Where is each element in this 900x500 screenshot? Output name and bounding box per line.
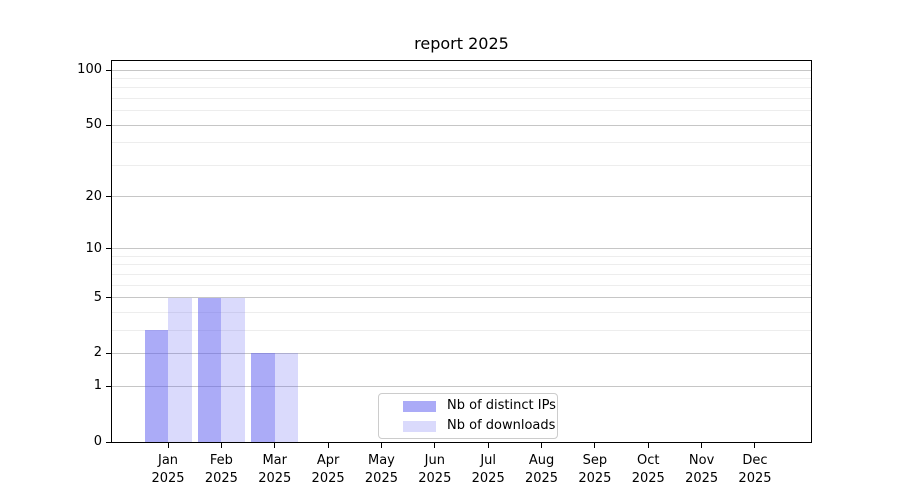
x-tick-year: 2025 bbox=[258, 471, 292, 486]
y-gridline-major bbox=[112, 385, 811, 387]
y-gridline-major bbox=[112, 69, 811, 71]
x-tick-label: May 2025 bbox=[346, 452, 416, 488]
x-tick-year: 2025 bbox=[578, 471, 612, 486]
y-tick-label: 5 bbox=[93, 289, 102, 305]
legend-item: Nb of distinct IPs bbox=[403, 396, 557, 416]
x-tick bbox=[754, 443, 756, 448]
x-tick-year: 2025 bbox=[151, 471, 185, 486]
chart-title: report 2025 bbox=[414, 34, 509, 53]
x-tick bbox=[327, 443, 329, 448]
x-tick-label: Jan 2025 bbox=[133, 452, 203, 488]
y-gridline-minor bbox=[112, 164, 811, 166]
y-tick bbox=[106, 352, 111, 354]
plot-area: Nb of distinct IPs Nb of downloads bbox=[111, 60, 812, 443]
y-tick-label: 100 bbox=[77, 62, 102, 77]
y-gridline-minor bbox=[112, 110, 811, 112]
x-tick-label: Jul 2025 bbox=[453, 452, 523, 488]
y-gridline-major bbox=[112, 248, 811, 250]
y-tick bbox=[106, 385, 111, 387]
bar-jan-2025-s0 bbox=[144, 330, 169, 442]
x-tick bbox=[274, 443, 276, 448]
x-tick-year: 2025 bbox=[685, 471, 719, 486]
x-tick-month: May bbox=[368, 453, 395, 468]
x-tick-label: Sep 2025 bbox=[560, 452, 630, 488]
x-tick-year: 2025 bbox=[631, 471, 665, 486]
x-tick-month: Sep bbox=[582, 453, 608, 468]
y-tick-label: 50 bbox=[85, 117, 102, 133]
x-tick-month: Nov bbox=[688, 453, 715, 468]
y-tick bbox=[106, 441, 111, 443]
y-tick bbox=[106, 124, 111, 126]
y-tick bbox=[106, 69, 111, 71]
y-tick-label: 10 bbox=[85, 240, 102, 256]
y-gridline-minor bbox=[112, 142, 811, 144]
x-tick bbox=[487, 443, 489, 448]
x-tick bbox=[380, 443, 382, 448]
y-tick bbox=[106, 196, 111, 198]
x-tick bbox=[220, 443, 222, 448]
x-tick-month: Mar bbox=[262, 453, 287, 468]
x-tick-label: Aug 2025 bbox=[507, 452, 577, 488]
x-tick-month: Feb bbox=[209, 453, 233, 468]
legend-item: Nb of downloads bbox=[403, 416, 557, 436]
y-gridline-minor bbox=[112, 311, 811, 313]
legend-swatch bbox=[403, 420, 436, 432]
bar-mar-2025-s0 bbox=[251, 353, 275, 442]
x-tick-label: Mar 2025 bbox=[240, 452, 310, 488]
x-tick-label: Oct 2025 bbox=[613, 452, 683, 488]
y-gridline-minor bbox=[112, 87, 811, 89]
x-tick-year: 2025 bbox=[471, 471, 505, 486]
x-tick-month: Apr bbox=[316, 453, 340, 468]
y-tick-label: 0 bbox=[93, 434, 102, 449]
legend-label: Nb of distinct IPs bbox=[447, 398, 556, 413]
x-tick-label: Jun 2025 bbox=[400, 452, 470, 488]
x-tick-year: 2025 bbox=[311, 471, 345, 486]
y-gridline-minor bbox=[112, 329, 811, 331]
y-gridline-minor bbox=[112, 77, 811, 79]
bar-mar-2025-s1 bbox=[274, 353, 299, 442]
legend: Nb of distinct IPs Nb of downloads bbox=[378, 393, 558, 439]
x-tick-month: Oct bbox=[637, 453, 660, 468]
y-gridline-minor bbox=[112, 97, 811, 99]
x-tick-year: 2025 bbox=[738, 471, 772, 486]
bar-jan-2025-s1 bbox=[168, 297, 192, 442]
x-tick-year: 2025 bbox=[524, 471, 559, 486]
bar-feb-2025-s0 bbox=[197, 297, 222, 442]
x-tick-month: Jan bbox=[157, 453, 179, 468]
x-tick bbox=[647, 443, 649, 448]
y-gridline-major bbox=[112, 124, 811, 126]
y-tick bbox=[106, 248, 111, 250]
y-gridline-minor bbox=[112, 284, 811, 286]
y-tick bbox=[106, 297, 111, 299]
y-gridline-major bbox=[112, 196, 811, 198]
x-tick bbox=[541, 443, 543, 448]
x-tick bbox=[434, 443, 436, 448]
x-tick-label: Apr 2025 bbox=[293, 452, 363, 488]
x-tick bbox=[701, 443, 703, 448]
x-tick-month: Jul bbox=[480, 453, 497, 468]
y-tick-label: 2 bbox=[93, 345, 102, 361]
legend-label: Nb of downloads bbox=[447, 418, 556, 433]
y-gridline-major bbox=[112, 352, 811, 354]
x-tick-label: Dec 2025 bbox=[720, 452, 790, 488]
legend-swatch bbox=[403, 400, 436, 412]
bar-feb-2025-s1 bbox=[221, 297, 245, 442]
x-tick-month: Dec bbox=[742, 453, 768, 468]
x-tick-label: Feb 2025 bbox=[186, 452, 256, 488]
y-gridline-major bbox=[112, 297, 811, 299]
x-tick bbox=[594, 443, 596, 448]
y-tick-label: 1 bbox=[93, 378, 102, 394]
x-tick-label: Nov 2025 bbox=[667, 452, 737, 488]
x-tick-month: Jun bbox=[424, 453, 445, 468]
x-tick-year: 2025 bbox=[204, 471, 238, 486]
y-gridline-minor bbox=[112, 264, 811, 266]
x-tick-year: 2025 bbox=[418, 471, 452, 486]
x-tick-year: 2025 bbox=[364, 471, 398, 486]
y-gridline-minor bbox=[112, 273, 811, 275]
x-tick bbox=[167, 443, 169, 448]
y-tick-label: 20 bbox=[85, 188, 102, 204]
y-gridline-minor bbox=[112, 255, 811, 257]
x-tick-month: Aug bbox=[528, 453, 555, 468]
